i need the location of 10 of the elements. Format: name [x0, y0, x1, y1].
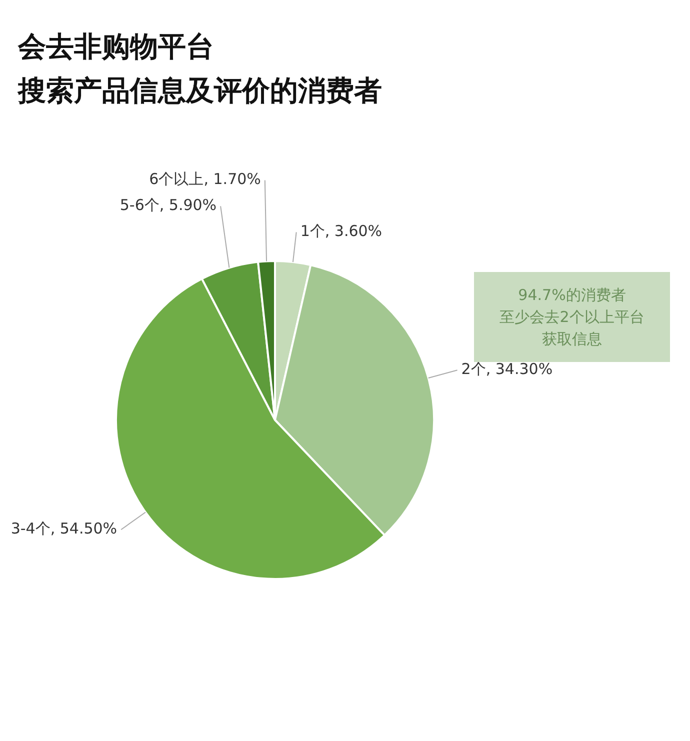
text: 至少会去2个以上平台: [500, 307, 644, 328]
text: 获取信息: [542, 329, 602, 350]
slice-label: 6个以上, 1.70%: [149, 170, 261, 188]
chart-title: 会去非购物平台: [18, 29, 214, 65]
chart-subtitle: 搜索产品信息及评价的消费者: [18, 73, 382, 109]
text: 94.7%的消费者: [518, 285, 626, 306]
slice-label: 1个, 3.60%: [300, 222, 382, 240]
slice-label: 5-6个, 5.90%: [120, 196, 217, 214]
slice-label: 3-4个, 54.50%: [10, 520, 118, 538]
slice-label: 2个, 34.30%: [461, 360, 553, 378]
